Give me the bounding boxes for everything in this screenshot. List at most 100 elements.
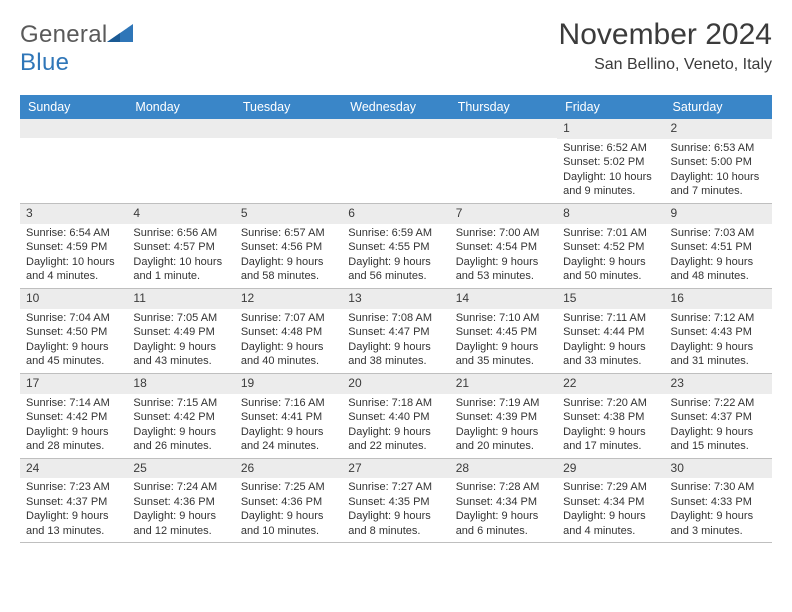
cell-body: Sunrise: 7:15 AMSunset: 4:42 PMDaylight:… [127, 394, 234, 458]
sunrise-text: Sunrise: 7:00 AM [456, 226, 551, 241]
calendar-cell: 25Sunrise: 7:24 AMSunset: 4:36 PMDayligh… [127, 458, 234, 543]
calendar-row: 1Sunrise: 6:52 AMSunset: 5:02 PMDaylight… [20, 119, 772, 203]
sunrise-text: Sunrise: 7:01 AM [563, 226, 658, 241]
sunrise-text: Sunrise: 7:19 AM [456, 396, 551, 411]
daylight-text: Daylight: 9 hours and 28 minutes. [26, 425, 121, 454]
sunrise-text: Sunrise: 7:07 AM [241, 311, 336, 326]
day-header: Friday [557, 95, 664, 119]
sunset-text: Sunset: 5:02 PM [563, 155, 658, 170]
daylight-text: Daylight: 9 hours and 48 minutes. [671, 255, 766, 284]
day-number: 29 [557, 459, 664, 479]
calendar-head: SundayMondayTuesdayWednesdayThursdayFrid… [20, 95, 772, 119]
month-title: November 2024 [559, 18, 772, 52]
cell-body: Sunrise: 7:01 AMSunset: 4:52 PMDaylight:… [557, 224, 664, 288]
calendar-cell [342, 119, 449, 203]
daylight-text: Daylight: 9 hours and 56 minutes. [348, 255, 443, 284]
day-number: 18 [127, 374, 234, 394]
sunrise-text: Sunrise: 7:28 AM [456, 480, 551, 495]
sunset-text: Sunset: 4:43 PM [671, 325, 766, 340]
sunrise-text: Sunrise: 7:14 AM [26, 396, 121, 411]
cell-body: Sunrise: 7:16 AMSunset: 4:41 PMDaylight:… [235, 394, 342, 458]
sunset-text: Sunset: 4:42 PM [26, 410, 121, 425]
sunset-text: Sunset: 4:50 PM [26, 325, 121, 340]
sunrise-text: Sunrise: 6:56 AM [133, 226, 228, 241]
calendar-cell: 12Sunrise: 7:07 AMSunset: 4:48 PMDayligh… [235, 288, 342, 373]
sunset-text: Sunset: 4:57 PM [133, 240, 228, 255]
day-header: Saturday [665, 95, 772, 119]
calendar-table: SundayMondayTuesdayWednesdayThursdayFrid… [20, 95, 772, 543]
calendar-row: 24Sunrise: 7:23 AMSunset: 4:37 PMDayligh… [20, 458, 772, 543]
cell-body: Sunrise: 7:11 AMSunset: 4:44 PMDaylight:… [557, 309, 664, 373]
day-number: 30 [665, 459, 772, 479]
sunrise-text: Sunrise: 7:12 AM [671, 311, 766, 326]
sunset-text: Sunset: 4:34 PM [456, 495, 551, 510]
sunset-text: Sunset: 4:34 PM [563, 495, 658, 510]
day-number: 22 [557, 374, 664, 394]
sunset-text: Sunset: 4:35 PM [348, 495, 443, 510]
day-number: 1 [557, 119, 664, 139]
sunset-text: Sunset: 4:47 PM [348, 325, 443, 340]
daylight-text: Daylight: 10 hours and 9 minutes. [563, 170, 658, 199]
calendar-cell [20, 119, 127, 203]
sunset-text: Sunset: 5:00 PM [671, 155, 766, 170]
day-number: 26 [235, 459, 342, 479]
sunrise-text: Sunrise: 7:20 AM [563, 396, 658, 411]
cell-body: Sunrise: 7:05 AMSunset: 4:49 PMDaylight:… [127, 309, 234, 373]
cell-body: Sunrise: 7:10 AMSunset: 4:45 PMDaylight:… [450, 309, 557, 373]
daylight-text: Daylight: 9 hours and 31 minutes. [671, 340, 766, 369]
daylight-text: Daylight: 9 hours and 26 minutes. [133, 425, 228, 454]
sunrise-text: Sunrise: 7:05 AM [133, 311, 228, 326]
calendar-cell: 15Sunrise: 7:11 AMSunset: 4:44 PMDayligh… [557, 288, 664, 373]
calendar-cell: 21Sunrise: 7:19 AMSunset: 4:39 PMDayligh… [450, 373, 557, 458]
calendar-cell: 20Sunrise: 7:18 AMSunset: 4:40 PMDayligh… [342, 373, 449, 458]
sunset-text: Sunset: 4:42 PM [133, 410, 228, 425]
cell-body: Sunrise: 7:00 AMSunset: 4:54 PMDaylight:… [450, 224, 557, 288]
sunset-text: Sunset: 4:59 PM [26, 240, 121, 255]
sunset-text: Sunset: 4:44 PM [563, 325, 658, 340]
sunrise-text: Sunrise: 7:03 AM [671, 226, 766, 241]
day-number: 8 [557, 204, 664, 224]
cell-body: Sunrise: 7:30 AMSunset: 4:33 PMDaylight:… [665, 478, 772, 542]
day-number: 27 [342, 459, 449, 479]
calendar-row: 17Sunrise: 7:14 AMSunset: 4:42 PMDayligh… [20, 373, 772, 458]
sunrise-text: Sunrise: 7:18 AM [348, 396, 443, 411]
day-number: 17 [20, 374, 127, 394]
day-number: 7 [450, 204, 557, 224]
cell-body: Sunrise: 7:08 AMSunset: 4:47 PMDaylight:… [342, 309, 449, 373]
cell-body: Sunrise: 7:04 AMSunset: 4:50 PMDaylight:… [20, 309, 127, 373]
day-number: 28 [450, 459, 557, 479]
cell-body: Sunrise: 7:27 AMSunset: 4:35 PMDaylight:… [342, 478, 449, 542]
day-number: 4 [127, 204, 234, 224]
daylight-text: Daylight: 9 hours and 24 minutes. [241, 425, 336, 454]
sunset-text: Sunset: 4:48 PM [241, 325, 336, 340]
day-number: 13 [342, 289, 449, 309]
cell-body: Sunrise: 6:56 AMSunset: 4:57 PMDaylight:… [127, 224, 234, 288]
sunset-text: Sunset: 4:40 PM [348, 410, 443, 425]
calendar-cell: 7Sunrise: 7:00 AMSunset: 4:54 PMDaylight… [450, 203, 557, 288]
logo-text: General Blue [20, 20, 133, 77]
calendar-cell: 28Sunrise: 7:28 AMSunset: 4:34 PMDayligh… [450, 458, 557, 543]
cell-body: Sunrise: 7:20 AMSunset: 4:38 PMDaylight:… [557, 394, 664, 458]
logo-text-blue: Blue [20, 49, 69, 76]
sunset-text: Sunset: 4:41 PM [241, 410, 336, 425]
sunset-text: Sunset: 4:54 PM [456, 240, 551, 255]
logo-text-general: General [20, 21, 107, 48]
daylight-text: Daylight: 9 hours and 15 minutes. [671, 425, 766, 454]
day-number: 2 [665, 119, 772, 139]
day-number: 6 [342, 204, 449, 224]
daylight-text: Daylight: 9 hours and 22 minutes. [348, 425, 443, 454]
calendar-row: 10Sunrise: 7:04 AMSunset: 4:50 PMDayligh… [20, 288, 772, 373]
calendar-cell: 23Sunrise: 7:22 AMSunset: 4:37 PMDayligh… [665, 373, 772, 458]
sunset-text: Sunset: 4:55 PM [348, 240, 443, 255]
location: San Bellino, Veneto, Italy [559, 56, 772, 74]
sunrise-text: Sunrise: 6:54 AM [26, 226, 121, 241]
daylight-text: Daylight: 9 hours and 12 minutes. [133, 509, 228, 538]
cell-body: Sunrise: 7:12 AMSunset: 4:43 PMDaylight:… [665, 309, 772, 373]
sunset-text: Sunset: 4:37 PM [671, 410, 766, 425]
calendar-cell: 4Sunrise: 6:56 AMSunset: 4:57 PMDaylight… [127, 203, 234, 288]
logo-triangle-icon [107, 24, 133, 42]
day-number: 21 [450, 374, 557, 394]
day-number: 15 [557, 289, 664, 309]
day-number [450, 119, 557, 138]
daylight-text: Daylight: 9 hours and 8 minutes. [348, 509, 443, 538]
